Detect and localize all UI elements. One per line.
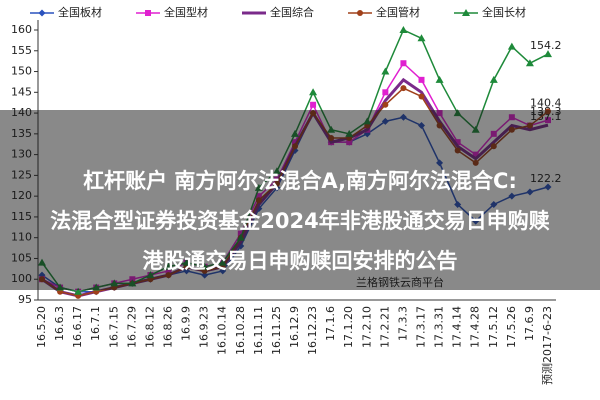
banner-text: 杠杆账户 南方阿尔法混合A,南方阿尔法混合C: <box>83 169 517 193</box>
end-label: 140.4 <box>530 96 562 109</box>
legend-label: 全国长材 <box>482 5 526 19</box>
x-tick-label: 17.5.12 <box>487 306 500 348</box>
legend-marker <box>38 9 46 17</box>
legend-label: 全国板材 <box>58 5 102 19</box>
marker <box>525 59 534 67</box>
y-tick-label: 160 <box>11 23 32 36</box>
marker <box>381 67 390 75</box>
x-tick-label: 16.10.14 <box>216 306 229 355</box>
marker <box>382 101 389 108</box>
x-tick-label: 17.6.9 <box>523 306 536 341</box>
marker <box>435 75 444 83</box>
legend-marker <box>357 10 363 16</box>
marker <box>309 88 318 96</box>
marker <box>310 101 317 108</box>
x-tick-label: 16.8.26 <box>162 306 175 348</box>
banner-backdrop <box>0 110 600 290</box>
x-tick-label: 17.3.3 <box>396 306 409 341</box>
x-tick-label: 17.4.28 <box>469 306 482 348</box>
x-tick-label: 16.9.9 <box>180 306 193 341</box>
y-tick-label: 145 <box>11 85 32 98</box>
x-tick-label: 17.1.6 <box>324 306 337 341</box>
x-tick-label: 16.11.25 <box>270 306 283 355</box>
marker <box>74 287 83 295</box>
x-tick-label: 17.5.26 <box>505 306 518 348</box>
x-tick-label: 16.7.15 <box>107 306 120 348</box>
x-tick-label: 17.2.10 <box>360 306 373 348</box>
x-tick-label: 17.4.14 <box>451 306 464 348</box>
x-tick-label: 17.2.21 <box>378 306 391 348</box>
marker <box>418 93 425 100</box>
legend-label: 全国管材 <box>376 5 420 19</box>
x-tick-label: 17.3.17 <box>415 306 428 348</box>
x-tick-label: 17.3.31 <box>433 306 446 348</box>
marker <box>399 26 408 33</box>
legend-marker <box>145 10 151 16</box>
marker <box>382 89 389 96</box>
marker <box>507 42 516 50</box>
y-tick-label: 155 <box>11 44 32 57</box>
end-label: 154.2 <box>530 39 562 52</box>
banner-text: 法混合型证券投资基金2024年非港股通交易日申购赎 <box>50 209 549 233</box>
banner-text: 港股通交易日申购赎回安排的公告 <box>143 249 458 273</box>
y-tick-label: 150 <box>11 65 32 78</box>
x-tick-label: 16.11.11 <box>252 306 265 355</box>
x-tick-label: 16.6.17 <box>71 306 84 348</box>
x-tick-label: 预测2017-6-23 <box>541 306 554 385</box>
x-tick-label: 16.8.12 <box>143 306 156 348</box>
x-tick-label: 16.7.1 <box>89 306 102 341</box>
x-tick-label: 17.1.20 <box>342 306 355 348</box>
x-tick-label: 16.9.23 <box>198 306 211 348</box>
legend-marker <box>462 9 470 16</box>
marker <box>417 34 426 42</box>
marker <box>544 50 552 58</box>
x-tick-label: 16.10.28 <box>234 306 247 355</box>
marker <box>418 76 425 83</box>
x-tick-label: 16.12.23 <box>306 306 319 355</box>
marker <box>489 75 498 83</box>
marker <box>400 60 407 67</box>
y-tick-label: 95 <box>18 293 32 306</box>
marker <box>400 85 407 92</box>
legend-label: 全国综合 <box>270 5 314 19</box>
x-tick-label: 16.12.9 <box>288 306 301 348</box>
legend-label: 全国型材 <box>164 5 208 19</box>
x-tick-label: 16.5.20 <box>35 306 48 348</box>
x-tick-label: 16.7.29 <box>125 306 138 348</box>
x-tick-label: 16.6.3 <box>53 306 66 341</box>
